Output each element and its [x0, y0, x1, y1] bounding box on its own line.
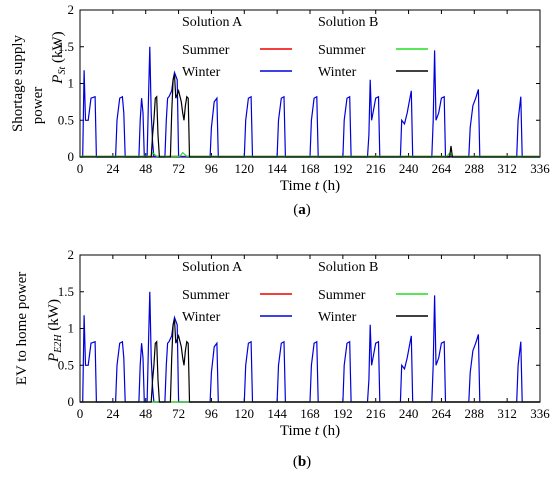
x-tick-label: 312	[497, 161, 517, 176]
legend: Solution A Solution B Summer Winter Summer Wi…	[182, 15, 428, 80]
x-tick-label: 168	[300, 406, 320, 421]
y-tick-label: 0	[68, 149, 75, 164]
x-axis-label: Time t (h)	[280, 178, 340, 194]
y-tick-label: 1.5	[58, 284, 74, 299]
y-axis-symbol: PE2H (kW)	[46, 299, 64, 363]
x-tick-label: 168	[300, 161, 320, 176]
x-tick-label: 288	[465, 406, 485, 421]
x-tick-label: 144	[267, 406, 287, 421]
x-tick-label: 288	[465, 161, 485, 176]
x-tick-label: 0	[77, 161, 84, 176]
y-tick-label: 0	[68, 394, 75, 409]
x-tick-label: 264	[432, 161, 452, 176]
legend-group-a: Solution A	[182, 15, 243, 30]
chart-panel-b: 0 24 48 72 96 120 144 168 192 216 240 264 288 312 3360…	[14, 247, 550, 470]
y-axis-symbol: PSt (kW)	[50, 31, 68, 84]
x-tick-label: 144	[267, 161, 287, 176]
x-tick-label: 264	[432, 406, 452, 421]
legend-group-a: Solution A	[182, 260, 243, 275]
y-tick-label: 0.5	[58, 112, 74, 127]
x-tick-label: 240	[399, 161, 419, 176]
legend-a-winter-label: Winter	[182, 65, 221, 80]
legend-b-summer-label: Summer	[318, 43, 366, 58]
y-tick-label: 2	[68, 247, 75, 262]
x-tick-label: 216	[366, 406, 386, 421]
series-line-b-winter	[80, 319, 540, 403]
x-tick-label: 24	[106, 161, 120, 176]
legend-group-b: Solution B	[318, 15, 378, 30]
x-tick-label: 72	[172, 161, 185, 176]
legend-b-winter-label: Winter	[318, 310, 357, 325]
legend-a-winter-label: Winter	[182, 310, 221, 325]
x-tick-label: 96	[205, 406, 219, 421]
x-tick-label: 336	[530, 161, 550, 176]
x-tick-label: 120	[235, 161, 255, 176]
x-tick-label: 72	[172, 406, 185, 421]
x-tick-label: 192	[333, 406, 353, 421]
x-axis-label: Time t (h)	[280, 423, 340, 439]
legend-b-summer-label: Summer	[318, 288, 366, 303]
series-line-a-winter	[80, 46, 540, 158]
x-tick-label: 240	[399, 406, 419, 421]
series-line-b-winter	[80, 74, 540, 158]
y-axis-label: Shortage supply	[10, 34, 26, 132]
x-tick-label: 336	[530, 406, 550, 421]
legend-a-summer-label: Summer	[182, 43, 230, 58]
y-tick-label: 0.5	[58, 357, 74, 372]
y-axis-label-line2: power	[30, 87, 46, 125]
x-tick-label: 24	[106, 406, 120, 421]
y-tick-label: 1	[68, 76, 75, 91]
x-tick-label: 216	[366, 161, 386, 176]
x-tick-label: 192	[333, 161, 353, 176]
x-tick-label: 48	[139, 161, 152, 176]
series-line-a-winter	[80, 291, 540, 403]
panel-caption: (a)	[293, 202, 311, 218]
y-axis-label: EV to home power	[14, 272, 30, 385]
legend-a-summer-label: Summer	[182, 288, 230, 303]
y-tick-label: 1.5	[58, 39, 74, 54]
y-tick-label: 2	[68, 2, 75, 17]
x-tick-label: 96	[205, 161, 219, 176]
panel-caption: (b)	[293, 454, 311, 470]
x-tick-label: 48	[139, 406, 152, 421]
legend: Solution A Solution B Summer Winter Summer Wi…	[182, 260, 428, 325]
legend-b-winter-label: Winter	[318, 65, 357, 80]
x-tick-label: 312	[497, 406, 517, 421]
x-tick-label: 0	[77, 406, 84, 421]
x-tick-label: 120	[235, 406, 255, 421]
y-tick-label: 1	[68, 321, 75, 336]
legend-group-b: Solution B	[318, 260, 378, 275]
chart-panel-a: 0 24 48 72 96 120 144 168 192 216 240 264 288 312 3360…	[10, 2, 550, 218]
